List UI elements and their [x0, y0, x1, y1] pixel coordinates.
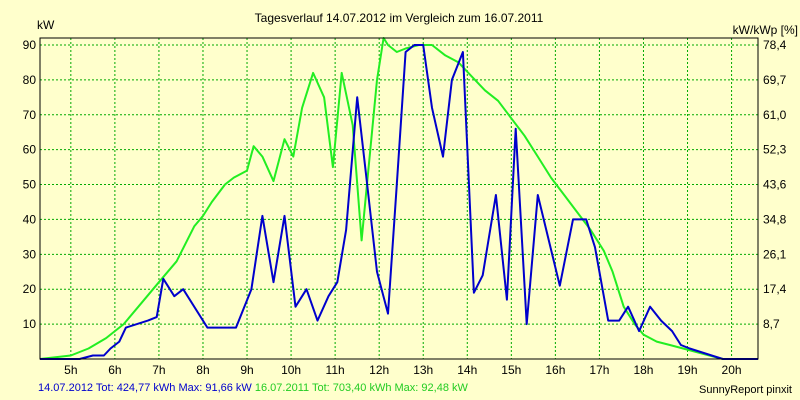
y-tick-label-right: 61,0 [763, 108, 787, 122]
y-tick-label-left: 10 [23, 317, 37, 331]
series-line-14.07.2012 [40, 44, 758, 360]
y-tick-label-left: 40 [23, 212, 37, 226]
x-tick-label: 7h [152, 363, 165, 377]
x-tick-label: 20h [722, 363, 742, 377]
y-tick-label-right: 34,8 [763, 212, 787, 226]
x-tick-label: 19h [678, 363, 698, 377]
grid-lines [40, 38, 758, 359]
y-tick-label-left: 80 [23, 73, 37, 87]
x-tick-label: 9h [240, 363, 253, 377]
x-tick-label: 14h [457, 363, 477, 377]
y-tick-label-left: 50 [23, 178, 37, 192]
y-tick-label-right: 26,1 [763, 247, 787, 261]
y-axis-label-left: kW [37, 18, 55, 32]
x-tick-label: 11h [326, 363, 345, 377]
y-tick-label-right: 8,7 [763, 317, 780, 331]
y-tick-label-right: 43,6 [763, 178, 787, 192]
series-group [39, 37, 758, 360]
x-tick-label: 10h [281, 363, 301, 377]
y-tick-label-left: 90 [23, 38, 37, 52]
x-tick-label: 8h [196, 363, 209, 377]
x-tick-label: 5h [64, 363, 77, 377]
legend-series-2011: 16.07.2011 Tot: 703,40 kWh Max: 92,48 kW [254, 382, 468, 394]
x-tick-label: 16h [545, 363, 565, 377]
y-tick-label-left: 30 [23, 247, 37, 261]
legend: 14.07.2012 Tot: 424,77 kWh Max: 91,66 kW… [38, 382, 468, 394]
chart-title: Tagesverlauf 14.07.2012 im Vergleich zum… [255, 11, 544, 25]
x-tick-label: 15h [501, 363, 521, 377]
y-tick-label-right: 69,7 [763, 73, 787, 87]
x-tick-label: 13h [413, 363, 433, 377]
y-tick-label-right: 52,3 [763, 143, 787, 157]
x-tick-label: 17h [589, 363, 609, 377]
y-tick-label-left: 20 [23, 282, 37, 296]
tick-labels: 5h 6h 7h 8h 9h 10h 11h 12h 13h 14h 15h 16h 17h 18h 19h… [23, 38, 787, 377]
x-tick-label: 18h [633, 363, 653, 377]
series-line-16.07.2011 [39, 37, 758, 360]
y-tick-label-left: 60 [23, 143, 37, 157]
plot-frame [39, 37, 759, 360]
credit-text: SunnyReport pinxit [699, 384, 792, 396]
x-tick-label: 12h [369, 363, 389, 377]
y-tick-label-right: 78,4 [763, 38, 787, 52]
y-axis-label-right: kW/kWp [%] [733, 23, 798, 37]
y-tick-label-left: 70 [23, 108, 37, 122]
legend-series-2012: 14.07.2012 Tot: 424,77 kWh Max: 91,66 kW [38, 382, 252, 394]
x-tick-label: 6h [108, 363, 121, 377]
y-tick-label-right: 17,4 [763, 282, 787, 296]
